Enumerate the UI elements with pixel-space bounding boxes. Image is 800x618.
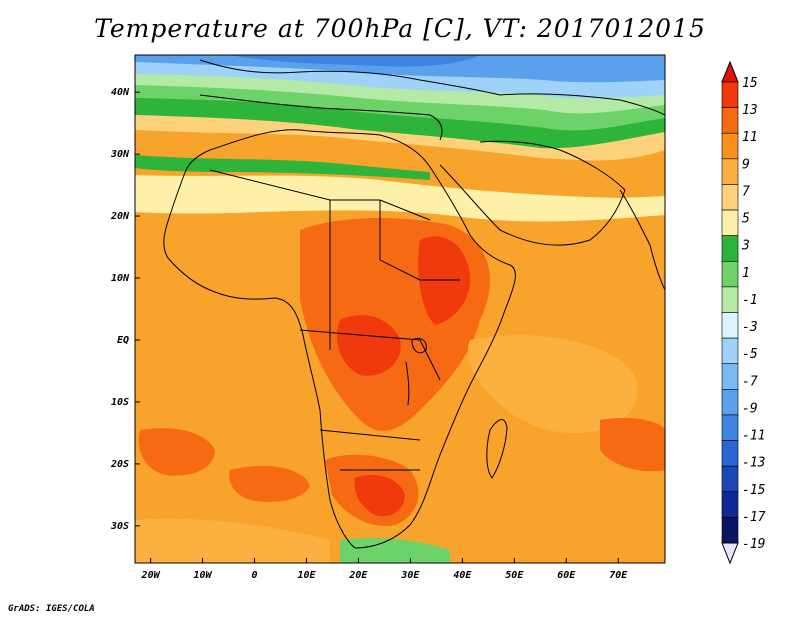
colorbar-min-arrow	[721, 542, 739, 565]
colorbar-max-arrow	[721, 60, 739, 83]
colorbar-bin	[721, 414, 739, 441]
footer-credit: GrADS: IGES/COLA	[8, 604, 95, 614]
lat-tick-label: 10N	[111, 273, 130, 284]
colorbar-bin	[721, 107, 739, 134]
colorbar-bin	[721, 158, 739, 185]
colorbar-label: 9	[742, 157, 750, 172]
lat-tick-label: 30S	[110, 521, 129, 532]
colorbar-label: -11	[742, 429, 765, 444]
lon-tick-label: 70E	[609, 570, 628, 581]
colorbar-label: -15	[742, 483, 766, 498]
temperature-field	[135, 55, 665, 563]
lat-tick-label: 40N	[111, 87, 130, 98]
colorbar-label: -3	[742, 320, 758, 335]
lat-tick-label: EQ	[117, 335, 129, 346]
colorbar-label: 1	[742, 266, 750, 281]
colorbar-label: 15	[742, 76, 758, 91]
colorbar-bin	[721, 260, 739, 288]
colorbar-label: 13	[742, 103, 758, 118]
lat-tick-label: 20S	[110, 459, 129, 470]
colorbar-label: -5	[742, 347, 758, 362]
colorbar-label: 11	[742, 130, 758, 145]
colorbar-bin	[721, 491, 739, 518]
colorbar-label: 3	[741, 239, 750, 254]
colorbar-bin	[721, 209, 739, 236]
lon-tick-label: 10W	[194, 570, 213, 581]
colorbar-bin	[721, 389, 739, 416]
colorbar-label: -19	[742, 537, 765, 552]
colorbar-bin	[721, 440, 739, 467]
lon-tick-label: 20E	[348, 570, 368, 581]
colorbar-label: -7	[742, 374, 758, 389]
lon-tick-label: 0	[251, 570, 257, 581]
colorbar-label: 5	[742, 212, 750, 227]
colorbar-bin	[721, 312, 739, 339]
colorbar-bin	[721, 81, 739, 108]
colorbar-bin	[721, 337, 739, 365]
colorbar-label: 7	[742, 184, 750, 199]
longitude-tick-labels: 20W 10W 0 10E 20E 30E 40E 50E 60E 70E	[141, 558, 628, 581]
colorbar-label: -17	[742, 510, 766, 525]
colorbar-label: -9	[742, 401, 758, 416]
lon-tick-label: 50E	[505, 570, 524, 581]
latitude-tick-labels: 40N 30N 20N 10N EQ 10S 20S 30S	[110, 87, 140, 532]
colorbar-bin	[721, 363, 739, 390]
colorbar-bin	[721, 517, 739, 544]
colorbar-bin	[721, 184, 739, 211]
lon-tick-label: 60E	[557, 570, 576, 581]
colorbar-label: -13	[742, 456, 765, 471]
map-frame	[134, 54, 666, 564]
lat-tick-label: 20N	[110, 211, 130, 222]
lon-tick-label: 10E	[297, 570, 316, 581]
colorbar-label: -1	[742, 293, 758, 308]
colorbar-bin	[721, 286, 739, 313]
colorbar-bin	[721, 465, 739, 493]
map-title: Temperature at 700hPa [C], VT: 201701201…	[94, 14, 706, 43]
lon-tick-label: 40E	[453, 570, 472, 581]
colorbar: 15 13 11 9 7 5 3 1 -1 -3 -5 -7 -9 -11 -13 -15 -17 -19	[721, 60, 766, 565]
colorbar-bin	[721, 132, 739, 160]
colorbar-bin	[721, 235, 739, 262]
lat-tick-label: 30N	[110, 149, 130, 160]
coastlines	[163, 59, 665, 549]
lat-tick-label: 10S	[111, 397, 129, 408]
lon-tick-label: 20W	[141, 570, 161, 581]
lon-tick-label: 30E	[400, 570, 420, 581]
